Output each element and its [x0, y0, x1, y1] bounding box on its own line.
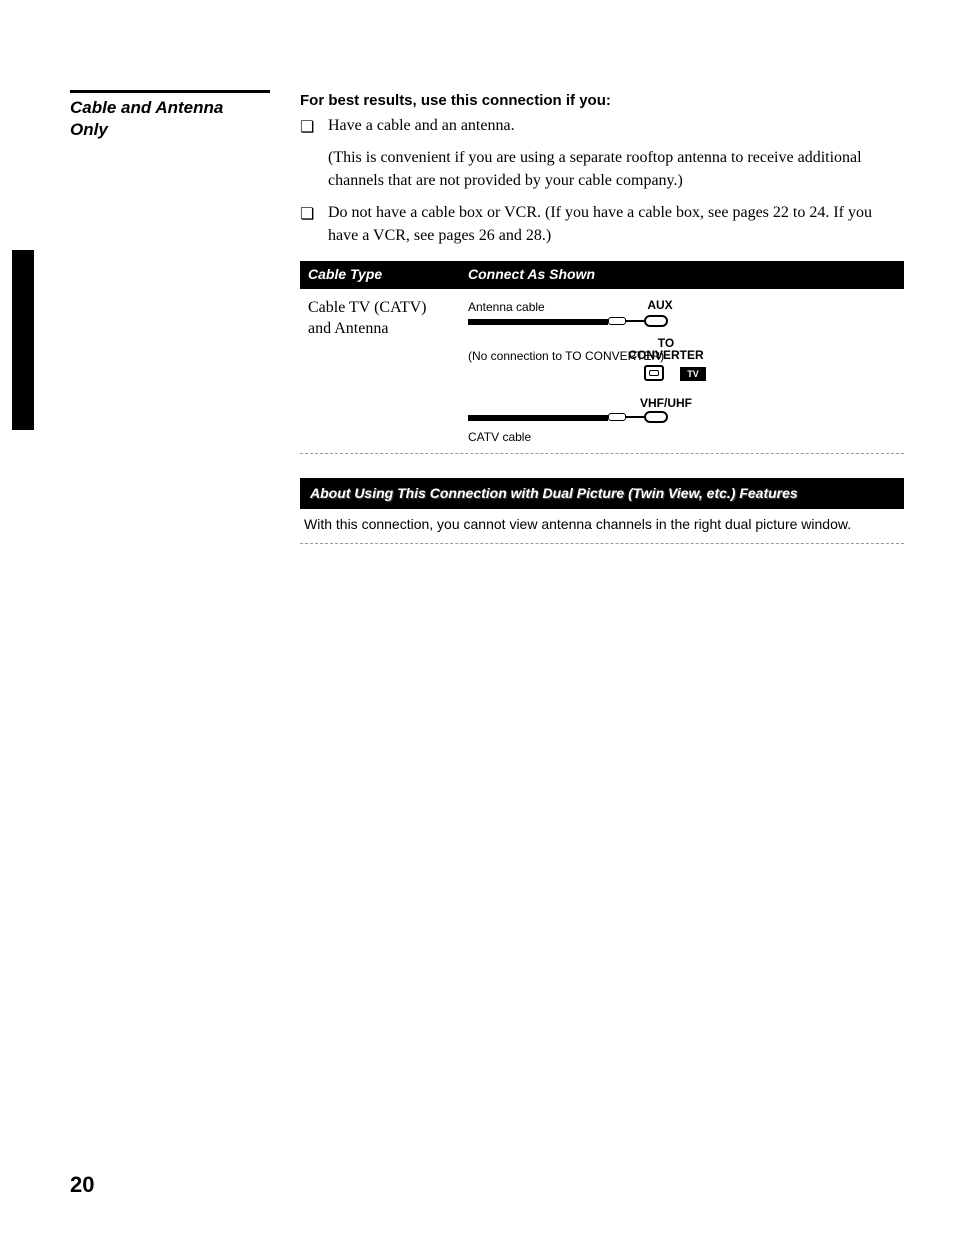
note-title-bar: About Using This Connection with Dual Pi… [300, 478, 904, 510]
label-antenna-cable: Antenna cable [468, 299, 545, 316]
checkbox-icon: ❏ [300, 204, 314, 247]
table-header: Cable Type Connect As Shown [300, 261, 904, 289]
catv-cable-bar [468, 415, 608, 421]
wire-icon [626, 320, 644, 322]
label-aux: AUX [640, 297, 680, 314]
to-line2: CONVERTER [628, 348, 703, 362]
bullet-body: Do not have a cable box or VCR. (If you … [328, 202, 904, 247]
connector-tip-icon [608, 413, 626, 421]
bullet-list: ❏ Have a cable and an antenna. (This is … [300, 115, 904, 247]
intro-text: For best results, use this connection if… [300, 90, 904, 111]
td-diagram: Antenna cable AUX (No connection to TO C… [460, 297, 904, 447]
title-line1: Cable and Antenna [70, 98, 223, 117]
page-number: 20 [70, 1172, 94, 1198]
antenna-cable-bar [468, 319, 608, 325]
page-content: Cable and Antenna Only For best results,… [0, 0, 954, 584]
label-to-converter: TO CONVERTER [626, 337, 706, 361]
title-line2: Only [70, 120, 108, 139]
connector-tip-icon [608, 317, 626, 325]
bullet-item: ❏ Do not have a cable box or VCR. (If yo… [300, 202, 904, 247]
wire-icon [626, 416, 644, 418]
converter-port-icon [644, 365, 664, 381]
tv-icon: TV [680, 367, 706, 381]
label-vhf-uhf: VHF/UHF [636, 395, 696, 412]
bullet-sub: (This is convenient if you are using a s… [328, 147, 904, 192]
table-row: Cable TV (CATV) and Antenna Antenna cabl… [300, 289, 904, 454]
td-cable-type: Cable TV (CATV) and Antenna [300, 297, 460, 447]
section-title: Cable and Antenna Only [70, 90, 270, 141]
right-column: For best results, use this connection if… [300, 90, 904, 544]
vhf-port-icon [644, 411, 668, 423]
left-column: Cable and Antenna Only [70, 90, 270, 544]
th-connect: Connect As Shown [460, 261, 904, 289]
th-cable-type: Cable Type [300, 261, 460, 289]
note-body: With this connection, you cannot view an… [300, 509, 904, 544]
side-tab [12, 250, 34, 430]
bullet-main: Have a cable and an antenna. [328, 117, 515, 134]
bullet-item: ❏ Have a cable and an antenna. (This is … [300, 115, 904, 192]
checkbox-icon: ❏ [300, 117, 314, 192]
connection-diagram: Antenna cable AUX (No connection to TO C… [468, 297, 896, 447]
bullet-main: Do not have a cable box or VCR. (If you … [328, 204, 872, 243]
label-catv-cable: CATV cable [468, 429, 531, 446]
aux-port-icon [644, 315, 668, 327]
bullet-body: Have a cable and an antenna. (This is co… [328, 115, 904, 192]
